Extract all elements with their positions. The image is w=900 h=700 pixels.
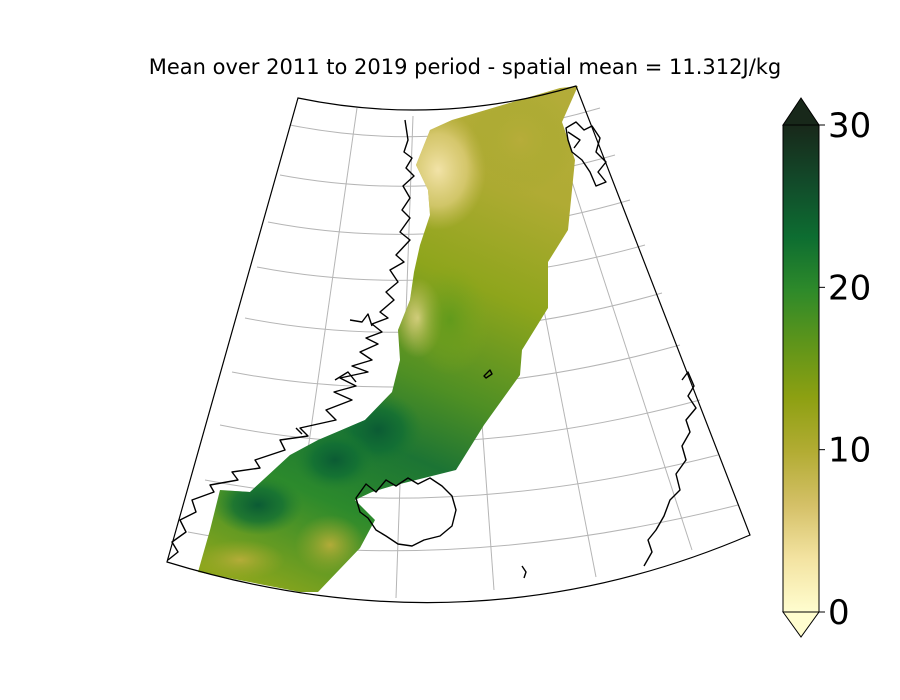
colorbar-tick-label: 30 <box>828 106 871 146</box>
colorbar-tick-label: 0 <box>828 593 850 633</box>
colorbar-tick-label: 10 <box>828 431 871 471</box>
colorbar-outline <box>782 124 820 613</box>
colorbar-tick-label: 20 <box>828 268 871 308</box>
map-frame-outline <box>166 85 751 604</box>
colorbar-fill <box>783 125 819 612</box>
colorbar: 0 10 20 30 <box>782 97 871 638</box>
colorbar-extend-bottom <box>782 611 820 638</box>
colorbar-extend-top <box>782 97 820 126</box>
coastlines <box>167 119 697 579</box>
figure-title: Mean over 2011 to 2019 period - spatial … <box>148 55 782 79</box>
